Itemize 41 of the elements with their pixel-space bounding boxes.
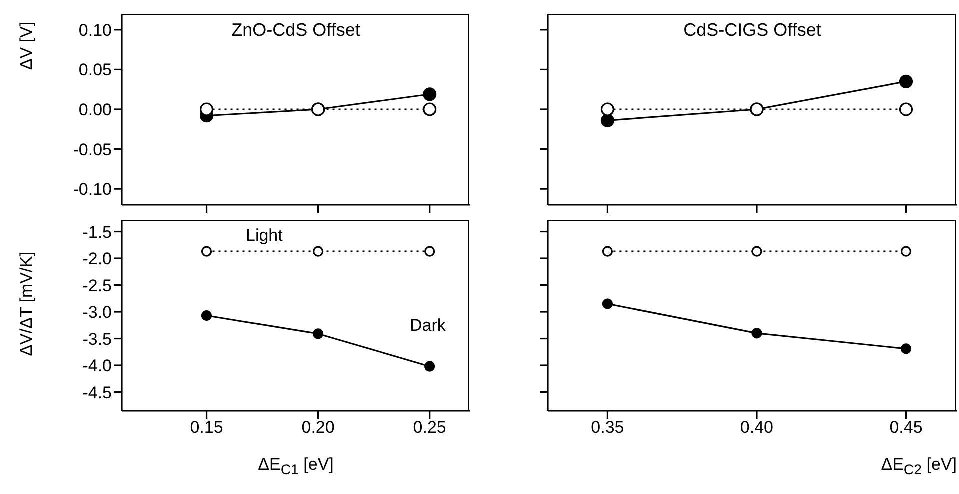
x-tick-label: 0.45 [890, 418, 923, 438]
x-tick-label: 0.35 [591, 418, 624, 438]
y-tick-label: -1.5 [82, 222, 112, 242]
point [752, 328, 762, 339]
point [201, 246, 212, 257]
chart-title: ZnO-CdS Offset [230, 20, 362, 41]
point [201, 310, 212, 322]
y-tick-label: -4.5 [82, 383, 112, 402]
point [752, 246, 762, 257]
point [200, 102, 214, 116]
chart-title: CdS-CIGS Offset [682, 20, 822, 41]
y-tick-label: -0.05 [73, 140, 112, 160]
y-axis-title: ΔV/ΔT [mV/K] [17, 251, 37, 356]
x-axis-title: ΔE$_{C2}$ [eV] [880, 455, 957, 478]
point [900, 344, 912, 354]
point [313, 246, 324, 257]
y-tick-label: 0.00 [78, 100, 112, 120]
y-axis-title: ΔV [V] [17, 22, 37, 70]
x-tick-label: 0.40 [740, 418, 774, 438]
y-tick-label: -4.0 [82, 356, 112, 376]
y-tick-label: -0.10 [73, 180, 112, 200]
y-tick-label: -3.0 [82, 303, 112, 322]
x-tick-label: 0.20 [302, 418, 335, 438]
annotation: Light [246, 226, 283, 246]
point [423, 102, 437, 116]
point [602, 298, 614, 310]
y-tick-label: -2.0 [82, 250, 112, 269]
y-tick-label: 0.10 [78, 20, 112, 40]
y-tick-label: -2.5 [82, 276, 112, 296]
x-tick-label: 0.15 [190, 418, 224, 438]
point [313, 328, 324, 340]
point [424, 361, 436, 372]
annotation: Dark [410, 316, 446, 336]
y-tick-label: 0.05 [78, 60, 112, 80]
x-axis-title: ΔE$_{C1}$ [eV] [257, 455, 335, 478]
x-tick-label: 0.25 [413, 418, 446, 438]
point [900, 246, 912, 257]
point [424, 246, 436, 257]
y-tick-label: -3.5 [82, 330, 112, 349]
point [602, 246, 614, 257]
point [423, 88, 437, 102]
